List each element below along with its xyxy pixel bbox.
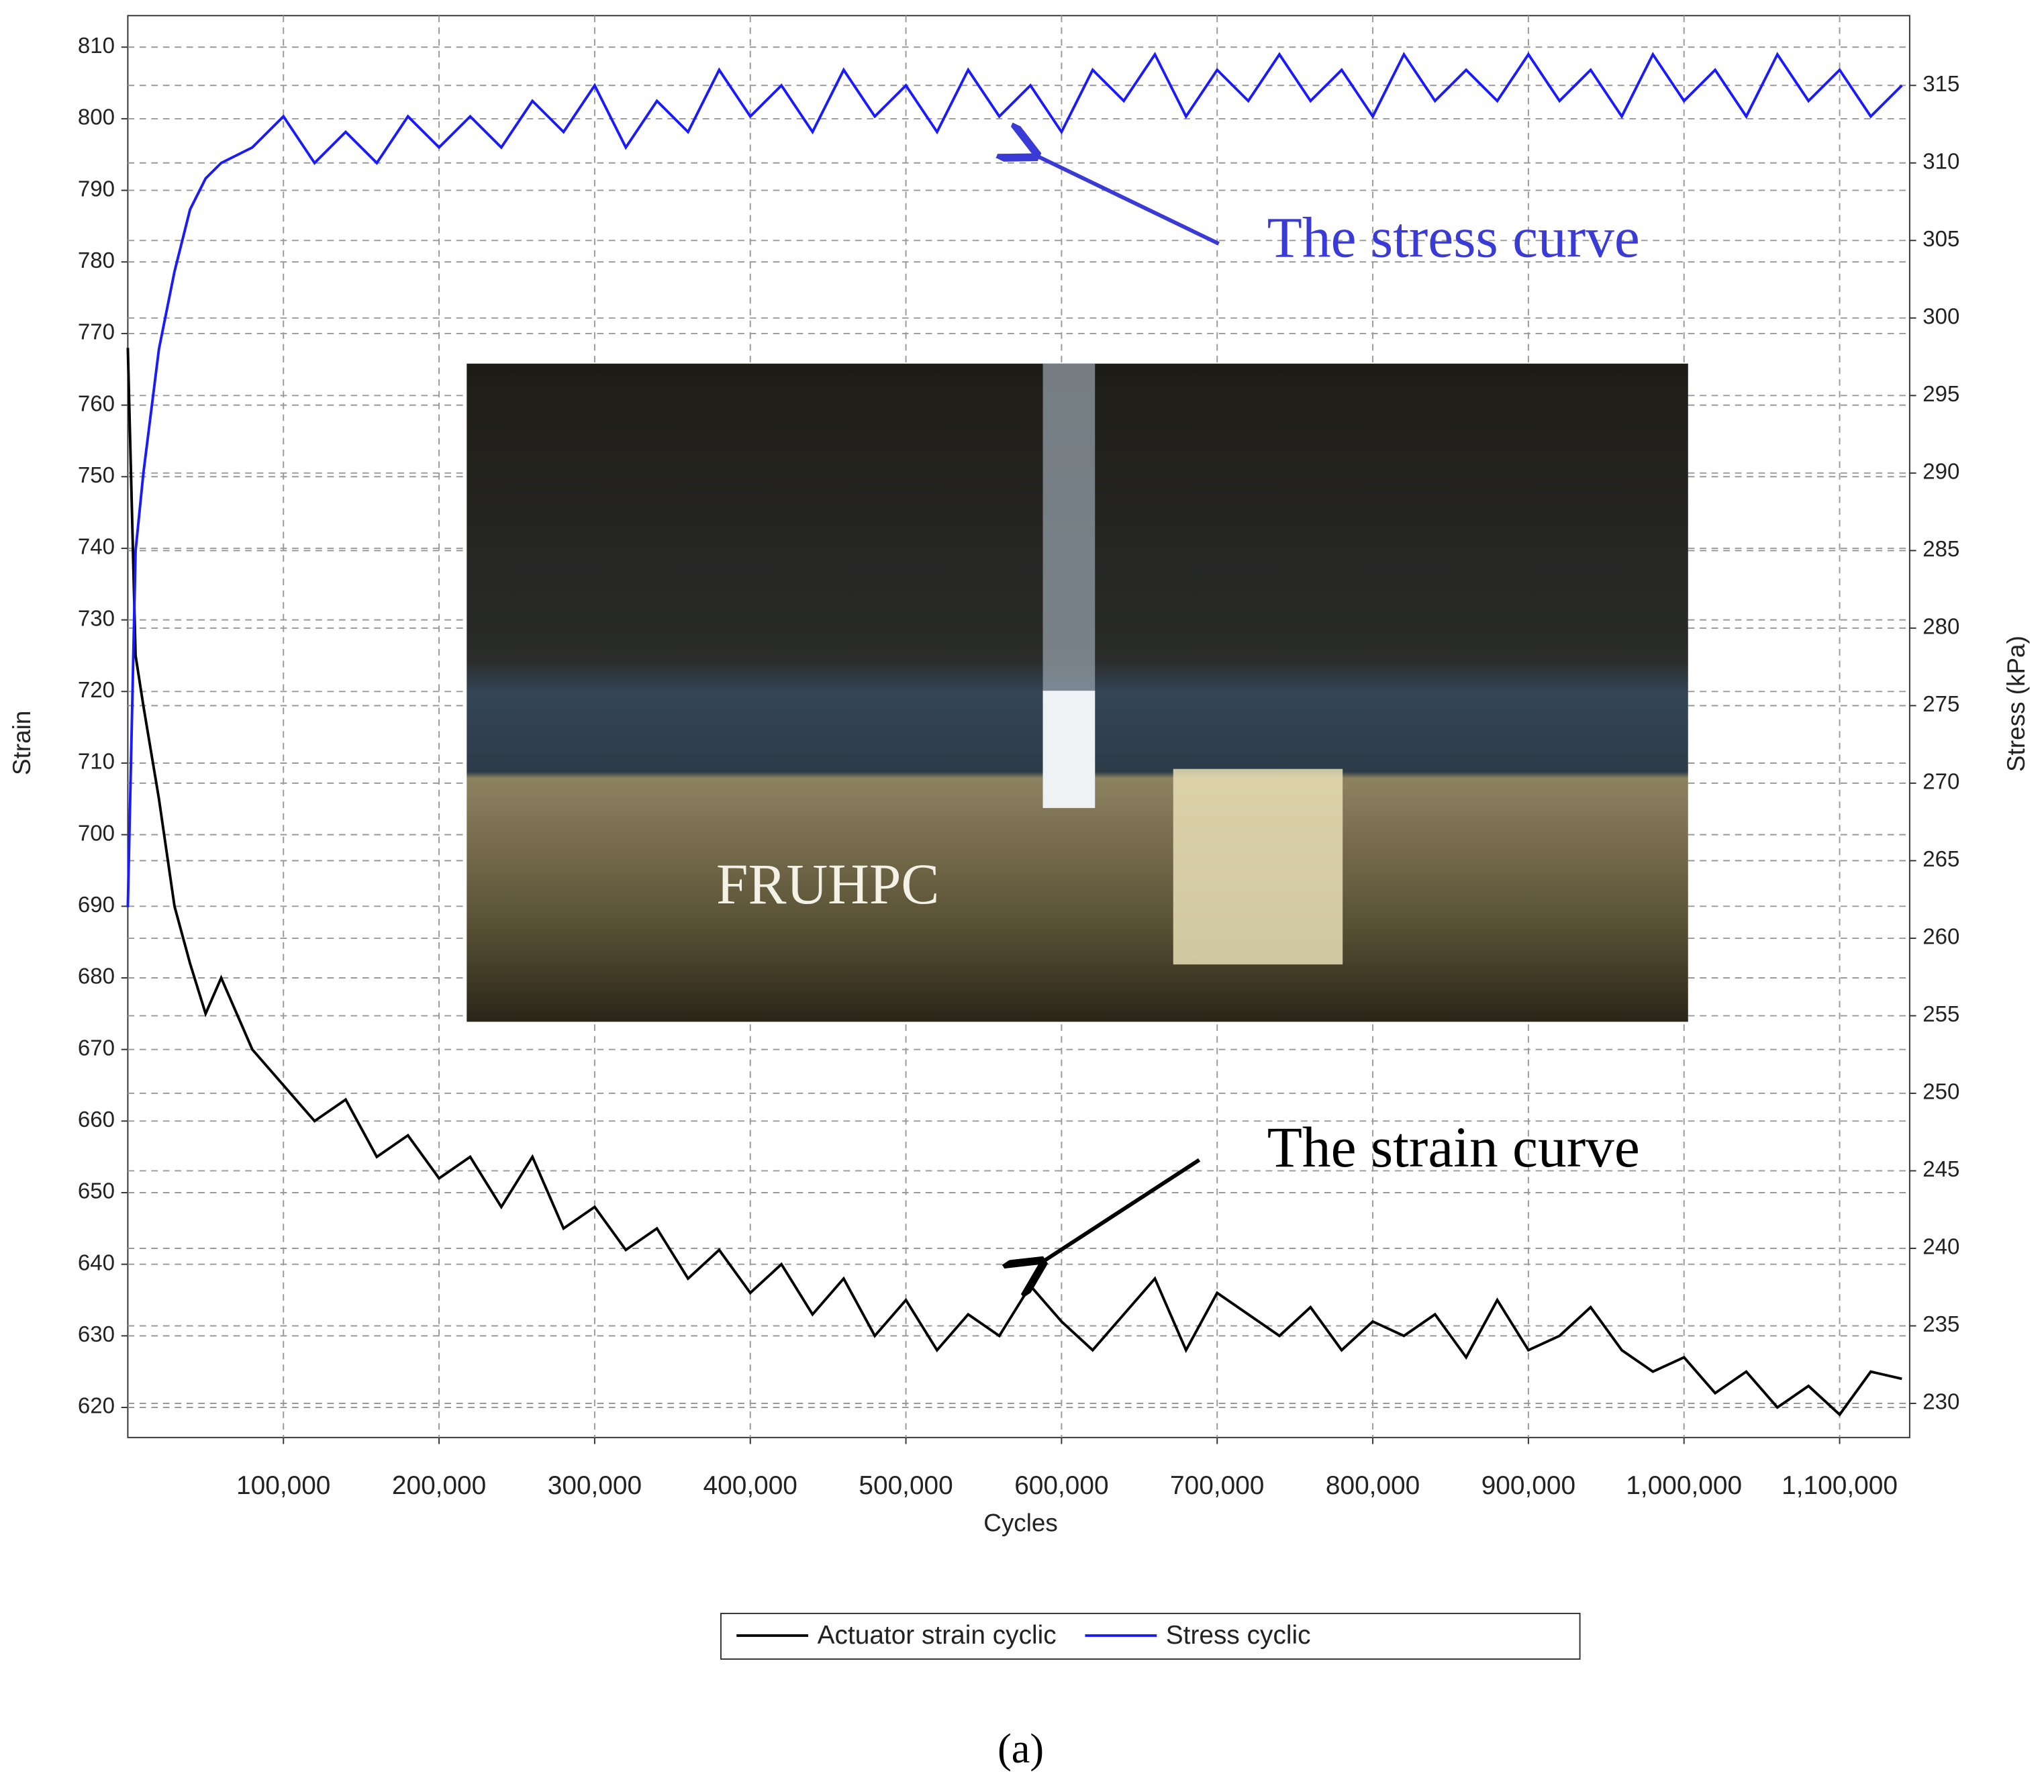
photo-highlight <box>1173 768 1343 964</box>
y-tick-label: 680 <box>78 964 115 989</box>
y2-tick-label: 265 <box>1923 846 1959 871</box>
y2-tick-label: 255 <box>1923 1001 1959 1026</box>
y-tick-label: 690 <box>78 892 115 917</box>
y-tick-label: 730 <box>78 605 115 630</box>
y2-tick-label: 300 <box>1923 304 1959 329</box>
y-tick-label: 710 <box>78 749 115 774</box>
inset-label: FRUHPC <box>716 853 939 916</box>
x-tick-label: 600,000 <box>1014 1471 1108 1500</box>
y2-tick-label: 250 <box>1923 1079 1959 1104</box>
y2-tick-label: 275 <box>1923 691 1959 716</box>
x-tick-label: 400,000 <box>703 1471 797 1500</box>
y2-tick-label: 310 <box>1923 148 1959 173</box>
y-tick-label: 780 <box>78 248 115 272</box>
y-tick-label: 770 <box>78 319 115 344</box>
y2-tick-label: 245 <box>1923 1156 1959 1181</box>
y-tick-label: 720 <box>78 677 115 702</box>
legend-label: Stress cyclic <box>1166 1621 1311 1650</box>
y2-tick-label: 270 <box>1923 769 1959 794</box>
y2-tick-label: 315 <box>1923 71 1959 96</box>
x-tick-label: 800,000 <box>1326 1471 1420 1500</box>
y2-tick-label: 235 <box>1923 1311 1959 1336</box>
y2-tick-label: 280 <box>1923 614 1959 639</box>
x-tick-label: 900,000 <box>1481 1471 1575 1500</box>
annotation: The stress curve <box>1267 207 1640 270</box>
y-tick-label: 630 <box>78 1322 115 1346</box>
y-tick-label: 760 <box>78 391 115 415</box>
y-tick-label: 660 <box>78 1107 115 1132</box>
x-tick-label: 700,000 <box>1170 1471 1264 1500</box>
x-tick-label: 1,100,000 <box>1782 1471 1898 1500</box>
y2-tick-label: 305 <box>1923 226 1959 251</box>
y2-axis-label: Stress (kPa) <box>2002 636 2030 772</box>
y-tick-label: 800 <box>78 105 115 130</box>
photo-tip <box>1042 691 1096 808</box>
x-tick-label: 100,000 <box>236 1471 330 1500</box>
y-tick-label: 740 <box>78 534 115 559</box>
annotation: The strain curve <box>1267 1116 1640 1179</box>
y2-tick-label: 285 <box>1923 536 1959 561</box>
y2-tick-label: 260 <box>1923 924 1959 949</box>
y-tick-label: 650 <box>78 1179 115 1203</box>
y-tick-label: 750 <box>78 462 115 487</box>
y2-tick-label: 240 <box>1923 1234 1959 1259</box>
legend-label: Actuator strain cyclic <box>818 1621 1057 1650</box>
y-axis-label: Strain <box>8 711 36 775</box>
y-tick-label: 620 <box>78 1393 115 1418</box>
y2-tick-label: 290 <box>1923 459 1959 484</box>
x-tick-label: 300,000 <box>548 1471 642 1500</box>
y-tick-label: 790 <box>78 176 115 201</box>
y2-tick-label: 295 <box>1923 381 1959 406</box>
series-line <box>126 348 1902 1417</box>
x-axis-label: Cycles <box>983 1509 1058 1537</box>
y-tick-label: 670 <box>78 1035 115 1060</box>
x-tick-label: 200,000 <box>392 1471 486 1500</box>
annotation-arrow <box>1039 1158 1201 1264</box>
y-tick-label: 640 <box>78 1250 115 1275</box>
y2-tick-label: 230 <box>1923 1389 1959 1414</box>
caption: (a) <box>997 1726 1044 1772</box>
photo-inset: FRUHPC <box>467 363 1688 1022</box>
y-tick-label: 810 <box>78 33 115 58</box>
y-tick-label: 700 <box>78 820 115 845</box>
series-line <box>126 52 1903 907</box>
x-tick-label: 500,000 <box>859 1471 953 1500</box>
x-tick-label: 1,000,000 <box>1626 1471 1742 1500</box>
annotation-arrow <box>1032 154 1220 246</box>
